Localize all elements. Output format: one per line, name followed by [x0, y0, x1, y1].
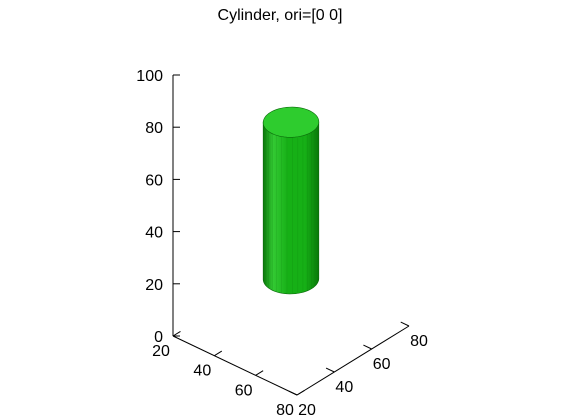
- z-tick-label: 40: [145, 225, 163, 242]
- x-tick-mark: [172, 330, 181, 337]
- z-tick-label: 0: [154, 329, 163, 346]
- y-tick-mark: [363, 344, 372, 350]
- x-tick-label: 20: [152, 343, 170, 360]
- x-tick-label: 80: [276, 402, 294, 419]
- x-tick-mark: [296, 389, 305, 396]
- chart-title: Cylinder, ori=[0 0]: [218, 7, 343, 24]
- x-tick-label: 40: [193, 363, 211, 380]
- y-axis: [296, 325, 410, 396]
- y-tick-label: 20: [298, 402, 316, 419]
- z-tick-label: 20: [145, 277, 163, 294]
- x-axis: [172, 335, 298, 396]
- cylinder-side: [262, 121, 320, 295]
- y-tick-mark: [400, 321, 410, 327]
- y-tick-label: 60: [373, 356, 391, 373]
- y-tick-label: 80: [410, 333, 428, 350]
- x-tick-mark: [255, 370, 264, 376]
- cylinder-top-cap: [262, 106, 320, 138]
- z-tick-label: 60: [145, 172, 163, 189]
- x-tick-mark: [214, 350, 223, 357]
- z-tick-label: 80: [145, 120, 163, 137]
- cylinder-surface: [262, 106, 320, 295]
- y-tick-label: 40: [335, 379, 353, 396]
- x-tick-label: 60: [235, 382, 253, 399]
- cylinder-facets: [262, 123, 319, 294]
- y-tick-mark: [325, 367, 335, 373]
- axes: [172, 74, 410, 396]
- y-tick-mark: [288, 390, 298, 396]
- z-tick-label: 100: [136, 68, 163, 85]
